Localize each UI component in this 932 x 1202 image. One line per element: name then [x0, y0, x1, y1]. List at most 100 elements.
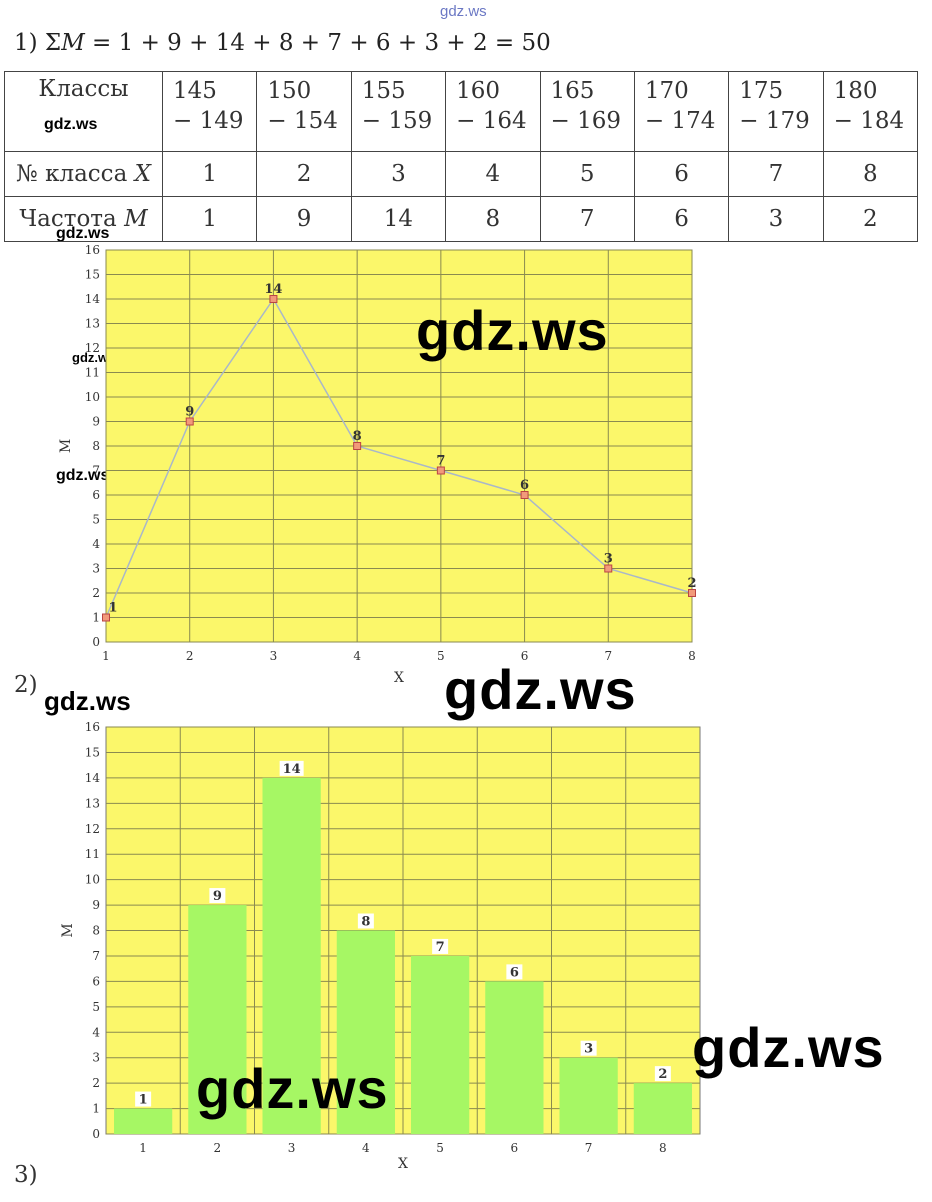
y-tick-label: 16 [85, 720, 100, 734]
table-cell: 6 [633, 151, 730, 197]
x-tick-label: 2 [214, 1141, 222, 1155]
data-label: 14 [283, 762, 301, 777]
y-tick-label: 1 [92, 611, 100, 625]
table-cell: 2 [822, 196, 919, 242]
data-label: 1 [139, 1093, 148, 1108]
data-point [353, 442, 362, 450]
y-tick-label: 2 [92, 586, 100, 600]
data-label-bg [135, 1091, 152, 1107]
x-tick-label: 5 [436, 1141, 444, 1155]
formula-lead: 1) Σ [14, 30, 62, 56]
y-tick-label: 6 [92, 488, 100, 502]
y-tick-label: 10 [85, 390, 100, 404]
x-tick-label: 8 [659, 1141, 667, 1155]
class-range-end: − 179 [739, 108, 810, 134]
data-label-bg [580, 1040, 597, 1056]
watermark-large-2: gdz.ws [444, 658, 637, 721]
bar [336, 930, 395, 1134]
class-range-start: 175 [739, 78, 784, 104]
frequency-table: Классы 145− 149 150− 154 155− 159 160− 1… [4, 71, 919, 242]
table-header-frequency: Частота M [4, 196, 163, 242]
table-cell: 1 [161, 196, 258, 242]
data-label: 6 [520, 478, 529, 493]
table-cell: 8 [822, 151, 919, 197]
x-tick-label: 1 [102, 649, 110, 663]
data-point [688, 589, 696, 597]
y-tick-label: 10 [85, 873, 100, 887]
table-cell: 3 [728, 196, 824, 242]
x-tick-label: 6 [521, 649, 529, 663]
data-label-bg [209, 888, 226, 904]
data-label-bg [506, 964, 523, 980]
data-point [436, 466, 445, 475]
x-tick-label: 5 [437, 649, 445, 663]
bar [559, 1057, 618, 1134]
class-range-end: − 174 [644, 108, 716, 134]
y-tick-label: 12 [85, 341, 100, 355]
table-cell: 7 [539, 196, 635, 242]
y-tick-label: 3 [92, 1051, 100, 1065]
x-tick-label: 8 [688, 649, 696, 663]
y-tick-label: 8 [92, 924, 100, 938]
watermark-top: gdz.ws [440, 3, 487, 20]
data-label: 2 [658, 1067, 667, 1082]
data-label: 7 [436, 940, 445, 955]
watermark-large-1: gdz.ws [416, 299, 609, 362]
series-line [105, 297, 693, 618]
data-label: 14 [264, 282, 282, 297]
bar [262, 777, 321, 1134]
bar [188, 905, 247, 1134]
y-tick-label: 14 [85, 771, 101, 785]
data-label-bg [654, 1066, 671, 1082]
watermark-large-4: gdz.ws [196, 1057, 389, 1120]
y-tick-label: 13 [85, 317, 100, 331]
y-tick-label: 0 [92, 1127, 100, 1141]
data-point [520, 491, 529, 499]
table-cell: 14 [350, 196, 447, 242]
x-axis-label: X [398, 1156, 408, 1172]
table-cell-class: 170 − 174 [633, 71, 730, 152]
x-tick-label: 3 [288, 1141, 296, 1155]
y-tick-label: 7 [92, 464, 100, 478]
table-cell-class: 160 − 164 [445, 71, 541, 152]
class-range-end: − 164 [456, 108, 527, 134]
y-tick-label: 9 [92, 898, 100, 912]
data-label: 7 [436, 454, 445, 469]
x-tick-label: 4 [353, 649, 361, 663]
data-label: 8 [353, 429, 362, 444]
data-label: 3 [604, 552, 613, 567]
y-tick-label: 1 [92, 1102, 100, 1116]
data-label: 6 [510, 965, 519, 980]
data-label: 8 [361, 915, 370, 930]
data-label-bg [279, 760, 304, 776]
y-tick-label: 16 [85, 243, 100, 257]
y-tick-label: 14 [85, 292, 101, 306]
table-cell: 8 [445, 196, 541, 242]
y-tick-label: 8 [92, 439, 100, 453]
table-cell-class: 165 − 169 [539, 71, 635, 152]
y-tick-label: 12 [85, 822, 100, 836]
table-cell: 2 [256, 151, 352, 197]
class-range-end: − 159 [361, 108, 433, 134]
table-row-class-number: № класса X 1 2 3 4 5 6 7 8 [4, 151, 919, 197]
table-row-classes: Классы 145 − 149 150 − 154 155 − 159 160 − 1… [4, 71, 919, 152]
class-range-start: 170 [644, 78, 689, 104]
y-tick-label: 6 [92, 974, 100, 988]
class-range-end: − 169 [550, 108, 621, 134]
data-point [185, 417, 194, 426]
class-range-start: 145 [173, 78, 217, 104]
y-tick-label: 2 [92, 1076, 100, 1090]
sum-formula: 1) ΣM = 1 + 9 + 14 + 8 + 7 + 6 + 3 + 2 =… [14, 30, 551, 56]
data-label: 2 [687, 576, 696, 591]
class-range-end: − 154 [267, 108, 338, 134]
section-label-3: 3) [14, 1162, 38, 1188]
y-tick-label: 0 [92, 635, 100, 649]
class-range-start: 155 [361, 78, 406, 104]
data-label-bg [432, 938, 449, 954]
table-cell-class: 150 − 154 [256, 71, 352, 152]
class-range-start: 165 [550, 78, 595, 104]
x-axis-label: X [394, 670, 404, 686]
table-cell: 7 [728, 151, 824, 197]
y-tick-label: 11 [85, 366, 100, 380]
